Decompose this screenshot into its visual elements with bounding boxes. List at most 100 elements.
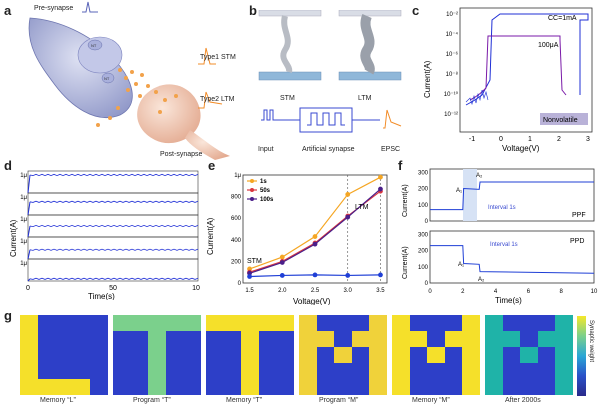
retention-trace — [29, 277, 199, 280]
legend-swatch-dot — [250, 188, 254, 192]
heatmap-cell — [37, 347, 56, 363]
panel-label-c: c — [412, 3, 420, 18]
ppd-label: PPD — [570, 238, 584, 245]
retention-row-frame — [27, 236, 199, 260]
heatmap-cell — [502, 347, 521, 363]
heatmap-cell — [113, 363, 131, 379]
epsc-label: EPSC — [381, 146, 401, 153]
ltm-label-b: LTM — [358, 95, 372, 102]
heatmap-caption: Memory “L” — [40, 397, 76, 404]
iv-ylabel: Current(A) — [423, 60, 432, 98]
heatmap-cell — [276, 363, 294, 379]
heatmap-cell — [148, 379, 166, 395]
heatmap-cell — [555, 347, 573, 363]
ppd-a2: A₂ — [478, 277, 485, 283]
iv-trace-1ma — [465, 13, 589, 106]
stm-ltm-ylabel: Current(A) — [206, 217, 215, 255]
legend-entry: 100s — [260, 197, 274, 203]
heatmap-cell — [485, 347, 503, 363]
heatmap-cell — [165, 347, 184, 363]
heatmap-cell — [223, 347, 242, 363]
stm-ltm-point — [312, 241, 318, 247]
heatmap-cell — [20, 315, 38, 331]
ppf-ppd-ytick: 300 — [418, 232, 429, 238]
heatmap-cell — [183, 315, 201, 331]
ppf-ppd-xtick: 6 — [527, 289, 531, 295]
input-label: Input — [258, 146, 274, 153]
heatmap-cell — [537, 379, 556, 395]
retention-row-frame — [27, 192, 199, 216]
heatmap-cell — [502, 363, 521, 379]
iv-ytick: 10⁻² — [446, 12, 458, 18]
retention-xtick: 100 — [192, 285, 200, 292]
heatmap-cell — [258, 347, 277, 363]
heatmap-cell — [130, 363, 149, 379]
ppf-ppd-xtick: 8 — [560, 289, 564, 295]
ppf-ppd-xlabel: Time(s) — [495, 296, 522, 305]
heatmap-caption: After 2000s — [505, 397, 541, 404]
panel-label-f: f — [398, 158, 403, 173]
ppf-label: PPF — [572, 212, 586, 219]
type1-label: Type1 STM — [200, 54, 236, 61]
panel-label-d: d — [4, 158, 12, 173]
colorbar — [577, 316, 586, 396]
heatmap-cell — [520, 315, 538, 331]
heatmap-cell — [502, 331, 521, 347]
iv-trace-100ua — [469, 35, 567, 101]
heatmap-cell — [555, 315, 573, 331]
heatmap-cell — [369, 379, 387, 395]
iv-ytick: 10⁻⁶ — [446, 51, 459, 58]
ppd-frame — [429, 230, 595, 284]
stm-ltm-point — [312, 234, 318, 239]
heatmap-cell — [223, 379, 242, 395]
heatmap-cell — [334, 331, 352, 347]
heatmap-cell — [316, 363, 335, 379]
heatmap-cell — [206, 331, 224, 347]
heatmap-4 — [299, 315, 387, 395]
iv-ytick: 10⁻¹⁰ — [444, 91, 459, 98]
heatmap-cell — [20, 347, 38, 363]
filament-illustration — [258, 10, 402, 133]
legend-entry: 1s — [260, 179, 267, 185]
heatmap-cell — [409, 363, 428, 379]
heatmap-cell — [520, 331, 538, 347]
heatmap-cell — [485, 315, 503, 331]
heatmap-cell — [392, 347, 410, 363]
legend-swatch-dot — [250, 197, 254, 201]
heatmap-cell — [206, 347, 224, 363]
heatmap-cell — [485, 331, 503, 347]
heatmap-cell — [20, 331, 38, 347]
ppf-ppd-ytick: 200 — [418, 187, 429, 193]
retention-trace — [29, 248, 199, 251]
heatmap-cell — [241, 315, 259, 331]
heatmap-cell — [276, 379, 294, 395]
heatmap-cell — [555, 331, 573, 347]
heatmap-cell — [223, 363, 242, 379]
ppf-ppd-xtick: 10 — [591, 289, 598, 295]
colorbar-label: Synaptic weight — [588, 320, 594, 363]
heatmap-cell — [316, 331, 335, 347]
heatmap-cell — [55, 315, 73, 331]
heatmap-cell — [258, 331, 277, 347]
stm-ltm-point — [378, 186, 383, 192]
iv-curve-chart: 10⁻² 10⁻⁴ 10⁻⁶ 10⁻⁸ 10⁻¹⁰ 10⁻¹² -1 0 1 2 3 CC=1mA… — [423, 7, 593, 153]
heatmap-cell — [334, 315, 352, 331]
stm-annotation: STM — [247, 258, 262, 265]
stm-ltm-xtick: 1.5 — [245, 288, 254, 294]
retention-rise — [27, 174, 31, 194]
heatmap-cell — [427, 363, 445, 379]
heatmap-cell — [90, 347, 108, 363]
heatmap-cell — [130, 331, 149, 347]
iv-xtick: 1 — [528, 136, 532, 143]
retention-trace — [29, 200, 199, 203]
retention-rise — [27, 278, 31, 282]
heatmap-cell — [462, 379, 480, 395]
heatmap-cell — [369, 363, 387, 379]
heatmap-cell — [206, 379, 224, 395]
stm-label-b: STM — [280, 95, 295, 102]
heatmap-3 — [206, 315, 294, 395]
heatmap-cell — [258, 363, 277, 379]
heatmap-cell — [148, 315, 166, 331]
heatmap-cell — [334, 347, 352, 363]
vesicle-label-2: NT — [104, 76, 110, 81]
